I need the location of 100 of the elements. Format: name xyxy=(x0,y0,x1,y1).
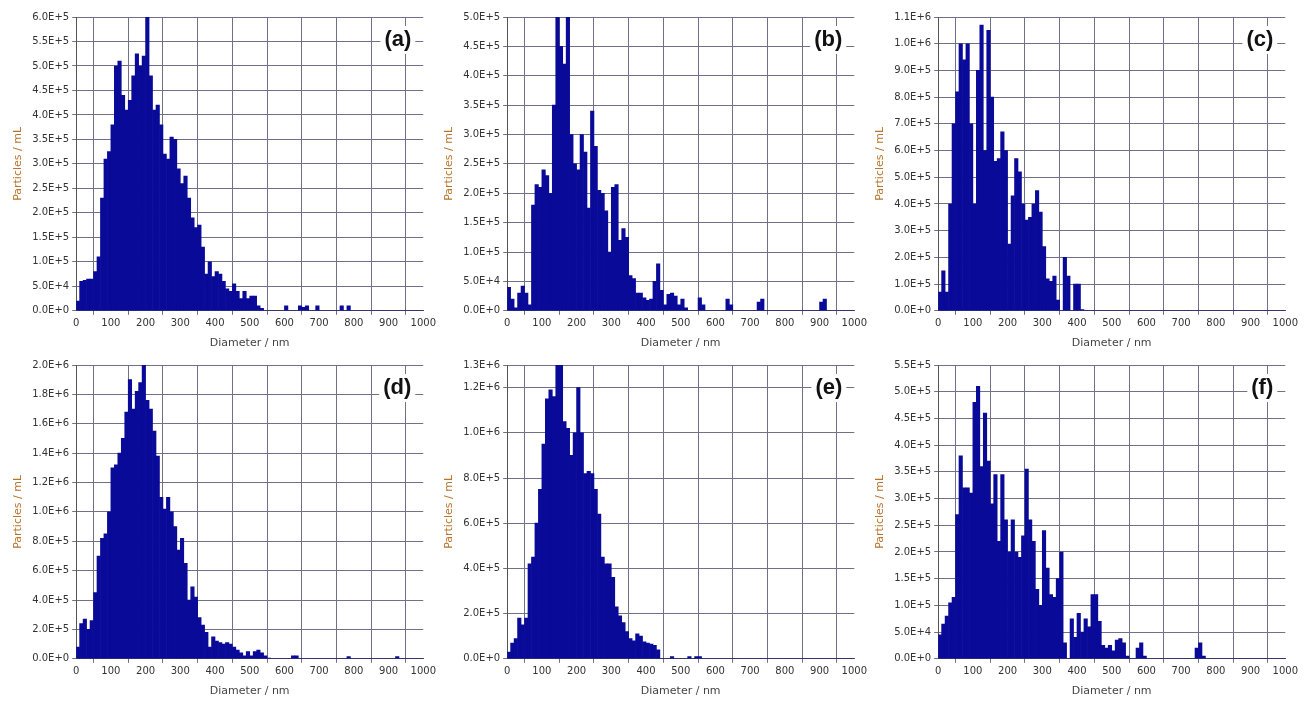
x-axis-title: Diameter / nm xyxy=(1071,336,1152,350)
y-tick-label: 0.0E+0 xyxy=(894,304,932,316)
x-tick-label: 1000 xyxy=(841,317,867,329)
y-tick-label: 5.0E+5 xyxy=(894,385,932,397)
y-tick-label: 1.0E+6 xyxy=(463,426,501,438)
y-tick-label: 8.0E+5 xyxy=(894,90,932,102)
annotation: (e) xyxy=(815,374,843,400)
y-tick-label: 5.0E+5 xyxy=(32,59,70,71)
y-tick-label: 0.0E+0 xyxy=(32,304,70,316)
x-tick-label: 600 xyxy=(1136,317,1156,329)
y-tick-label: 2.5E+5 xyxy=(32,181,70,193)
y-tick-label: 4.5E+5 xyxy=(32,84,70,96)
y-tick-label: 3.0E+5 xyxy=(894,492,932,504)
y-tick-label: 1.5E+5 xyxy=(463,216,501,228)
y-tick-label: 4.0E+5 xyxy=(463,561,501,573)
x-tick-label: 100 xyxy=(532,665,552,677)
x-tick-label: 600 xyxy=(274,317,294,329)
y-tick-label: 9.0E+5 xyxy=(894,64,932,76)
y-tick-label: 5.0E+5 xyxy=(463,10,501,22)
x-tick-label: 800 xyxy=(344,317,364,329)
y-tick-label: 3.5E+5 xyxy=(463,98,501,110)
y-tick-label: 4.0E+5 xyxy=(32,108,70,120)
y-tick-label: 1.0E+5 xyxy=(894,277,932,289)
y-tick-label: 3.0E+5 xyxy=(463,128,501,140)
y-tick-label: 4.5E+5 xyxy=(894,412,932,424)
x-tick-label: 200 xyxy=(136,665,156,677)
x-tick-label: 0 xyxy=(934,317,942,329)
x-tick-label: 1000 xyxy=(1272,317,1298,329)
x-tick-label: 100 xyxy=(532,317,552,329)
y-tick-label: 4.0E+5 xyxy=(32,593,70,605)
x-tick-label: 300 xyxy=(170,665,190,677)
x-tick-label: 300 xyxy=(601,665,621,677)
y-tick-label: 2.0E+5 xyxy=(463,607,501,619)
y-tick-label: 6.0E+5 xyxy=(32,10,70,22)
x-tick-label: 700 xyxy=(1171,317,1191,329)
x-tick-label: 600 xyxy=(705,317,725,329)
x-axis-title: Diameter / nm xyxy=(640,336,721,350)
x-tick-label: 100 xyxy=(101,665,121,677)
y-tick-label: 7.0E+5 xyxy=(894,117,932,129)
y-tick-label: 1.0E+6 xyxy=(32,505,70,517)
x-tick-label: 200 xyxy=(136,317,156,329)
y-tick-label: 4.5E+5 xyxy=(463,39,501,51)
x-axis-title: Diameter / nm xyxy=(640,684,721,698)
x-tick-label: 700 xyxy=(740,317,760,329)
x-tick-label: 800 xyxy=(1206,665,1226,677)
y-tick-label: 5.0E+5 xyxy=(894,170,932,182)
x-tick-label: 900 xyxy=(1241,665,1261,677)
x-tick-label: 800 xyxy=(775,317,795,329)
y-tick-label: 4.0E+5 xyxy=(894,197,932,209)
y-tick-label: 2.0E+5 xyxy=(32,623,70,635)
x-tick-label: 400 xyxy=(1067,317,1087,329)
y-tick-label: 2.0E+6 xyxy=(32,358,70,370)
x-tick-label: 1000 xyxy=(410,317,436,329)
y-tick-label: 2.5E+5 xyxy=(894,518,932,530)
y-tick-label: 1.6E+6 xyxy=(32,417,70,429)
y-tick-label: 3.0E+5 xyxy=(32,157,70,169)
x-tick-label: 600 xyxy=(274,665,294,677)
y-tick-label: 1.0E+5 xyxy=(894,598,932,610)
y-tick-label: 0.0E+0 xyxy=(894,652,932,664)
y-tick-label: 1.0E+5 xyxy=(463,245,501,257)
annotation: (d) xyxy=(383,374,412,400)
y-tick-label: 2.0E+5 xyxy=(894,250,932,262)
x-tick-label: 700 xyxy=(309,317,329,329)
annotation: (f) xyxy=(1251,374,1274,400)
y-tick-label: 0.0E+0 xyxy=(463,304,501,316)
y-tick-label: 1.3E+6 xyxy=(463,358,501,370)
x-tick-label: 600 xyxy=(705,665,725,677)
x-tick-label: 500 xyxy=(240,317,260,329)
x-tick-label: 300 xyxy=(601,317,621,329)
y-tick-label: 8.0E+5 xyxy=(463,471,501,483)
y-tick-label: 3.0E+5 xyxy=(894,224,932,236)
x-tick-label: 300 xyxy=(1032,317,1052,329)
x-axis-title: Diameter / nm xyxy=(209,684,290,698)
y-tick-label: 5.0E+4 xyxy=(894,625,932,637)
x-tick-label: 700 xyxy=(309,665,329,677)
y-axis-title: Particles / mL xyxy=(873,126,887,201)
y-tick-label: 1.8E+6 xyxy=(32,387,70,399)
x-tick-label: 0 xyxy=(503,665,511,677)
x-tick-label: 100 xyxy=(963,317,983,329)
x-tick-label: 100 xyxy=(963,665,983,677)
y-tick-label: 4.0E+5 xyxy=(463,69,501,81)
annotation: (a) xyxy=(384,26,412,52)
y-tick-label: 6.0E+5 xyxy=(463,516,501,528)
x-tick-label: 0 xyxy=(72,665,80,677)
x-tick-label: 200 xyxy=(998,665,1018,677)
x-tick-label: 400 xyxy=(205,665,225,677)
y-axis-title: Particles / mL xyxy=(11,126,25,201)
x-tick-label: 500 xyxy=(671,317,691,329)
x-tick-label: 900 xyxy=(379,665,399,677)
x-tick-label: 900 xyxy=(1241,317,1261,329)
y-axis-title: Particles / mL xyxy=(11,474,25,549)
x-tick-label: 100 xyxy=(101,317,121,329)
x-tick-label: 600 xyxy=(1136,665,1156,677)
y-tick-label: 3.5E+5 xyxy=(894,465,932,477)
x-tick-label: 700 xyxy=(740,665,760,677)
y-tick-label: 0.0E+0 xyxy=(32,652,70,664)
y-tick-label: 8.0E+5 xyxy=(32,534,70,546)
y-tick-label: 4.0E+5 xyxy=(894,438,932,450)
x-tick-label: 1000 xyxy=(410,665,436,677)
x-tick-label: 0 xyxy=(503,317,511,329)
